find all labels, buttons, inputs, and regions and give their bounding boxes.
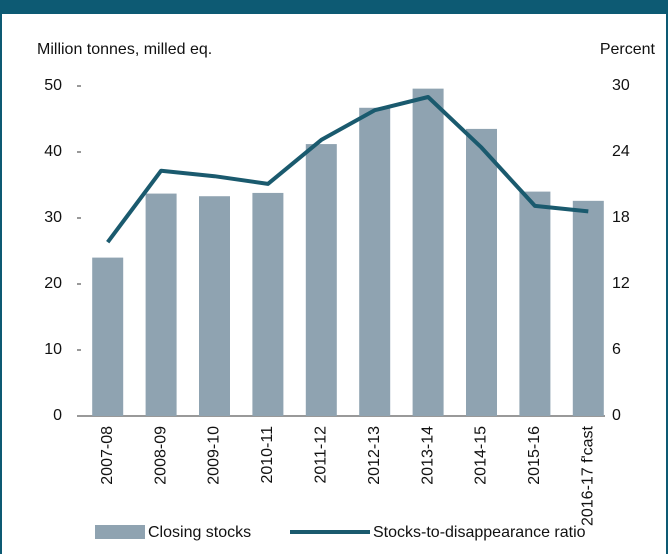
y2-tick-label: 12 [612, 275, 630, 292]
bar [412, 88, 444, 416]
header-bar [0, 0, 668, 14]
bar [305, 144, 337, 416]
x-tick-label: 2008-09 [152, 426, 169, 485]
bar [359, 107, 391, 416]
bar [519, 191, 551, 416]
bar [92, 257, 124, 416]
y-tick-label: 50 [44, 77, 62, 94]
x-tick-label: 2016-17 f'cast [580, 425, 597, 526]
y2-tick-label: 0 [612, 407, 621, 424]
x-tick-label: 2012-13 [366, 426, 383, 485]
x-tick-label: 2007-08 [99, 426, 116, 485]
y2-tick-label: 18 [612, 209, 630, 226]
line [106, 95, 589, 244]
x-tick-label: 2010-11 [259, 426, 276, 484]
bar [252, 192, 284, 416]
legend-label: Stocks-to-disappearance ratio [373, 524, 586, 541]
bar [199, 196, 230, 416]
y2-tick-label: 6 [612, 341, 621, 358]
bar [466, 128, 497, 416]
y2-axis-title: Percent [600, 41, 656, 58]
x-tick-label: 2011-12 [313, 426, 330, 484]
y-tick-label: 10 [44, 341, 62, 358]
y-tick-label: 40 [44, 143, 62, 160]
x-tick-label: 2014-15 [473, 426, 490, 485]
x-tick-label: 2015-16 [526, 426, 543, 485]
y-tick-label: 30 [44, 209, 62, 226]
bar [572, 200, 604, 416]
bar [145, 193, 177, 416]
y-tick-label: 0 [53, 407, 62, 424]
x-tick-label: 2009-10 [206, 426, 223, 485]
y2-tick-label: 24 [612, 143, 630, 160]
x-tick-label: 2013-14 [419, 426, 436, 485]
y-tick-label: 20 [44, 275, 62, 292]
y2-tick-label: 30 [612, 77, 630, 94]
legend-label: Closing stocks [148, 524, 251, 541]
y-axis-title: Million tonnes, milled eq. [37, 41, 212, 58]
legend-swatch [95, 525, 145, 539]
